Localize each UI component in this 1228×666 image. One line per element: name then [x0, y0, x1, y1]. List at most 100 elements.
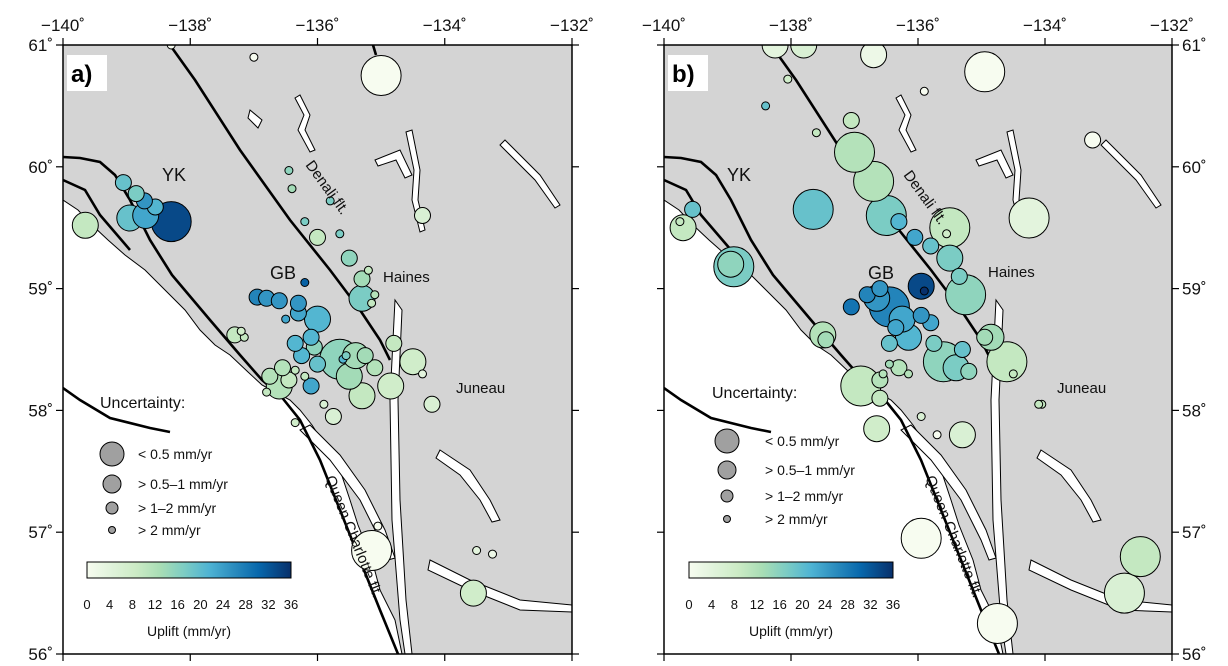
uplift-site: [302, 377, 320, 395]
uplift-site: [341, 351, 351, 361]
label-haines: Haines: [988, 264, 1035, 281]
uplift-site: [783, 74, 793, 84]
uplift-site: [399, 348, 427, 376]
colorbar-tick-label: 32: [863, 597, 877, 612]
faults: [63, 45, 400, 654]
colorbar-ticks: 0 4 8 12 16 20 24 28 32 36: [83, 597, 298, 612]
label-juneau: Juneau: [1057, 380, 1106, 397]
uplift-site: [878, 369, 888, 379]
colorbar-tick-label: 4: [708, 597, 715, 612]
uplift-site: [363, 265, 373, 275]
x-tick-label: −132˚: [1150, 16, 1194, 35]
uplift-site: [904, 369, 913, 379]
uplift-site: [166, 45, 176, 50]
uplift-site: [834, 131, 875, 173]
uplift-site: [414, 207, 431, 224]
colorbar-label: Uplift (mm/yr): [749, 623, 833, 639]
colorbar-tick-label: 24: [216, 597, 230, 612]
legend-item-1: > 0.5–1 mm/yr: [765, 462, 855, 478]
uplift-site: [863, 415, 891, 443]
legend-circle-tiny: [723, 515, 731, 523]
uplift-site: [127, 185, 145, 203]
uplift-site: [950, 267, 968, 285]
colorbar-tick-label: 4: [106, 597, 113, 612]
uplift-site: [270, 292, 288, 310]
uplift-site: [289, 294, 307, 312]
uplift-site: [932, 430, 942, 440]
uplift-site: [300, 371, 310, 381]
uplift-site: [319, 399, 329, 409]
legend-circle-large: [714, 428, 740, 454]
colorbar-b: 0 4 8 12 16 20 24 28 32 36 Uplift (mm/yr): [682, 555, 900, 647]
x-tick-label: −136˚: [896, 16, 940, 35]
axis-ticks-a: −140˚ −138˚ −136˚ −134˚ −132˚ 61˚ 60˚ 59˚ 58˚ 57˚…: [28, 16, 594, 664]
y-tick-label: 58˚: [1182, 401, 1207, 420]
colorbar-tick-label: 16: [170, 597, 184, 612]
uplift-site: [919, 286, 929, 296]
uplift-site: [842, 112, 860, 129]
panel-tag-bg: [668, 55, 708, 91]
uplift-site: [1008, 197, 1050, 239]
uplift-site: [459, 579, 487, 607]
colorbar-tick-label: 20: [795, 597, 809, 612]
label-haines: Haines: [383, 269, 430, 286]
colorbar-tick-label: 36: [886, 597, 900, 612]
colorbar-tick-label: 20: [193, 597, 207, 612]
legend-item-2: > 1–2 mm/yr: [138, 500, 217, 516]
uplift-site: [761, 101, 771, 111]
uplift-site: [976, 603, 1018, 644]
uplift-site: [262, 387, 272, 397]
uplift-site: [817, 331, 835, 349]
legend-circle-large: [99, 441, 125, 467]
uplift-site: [842, 298, 860, 316]
legend-circle-medium: [717, 460, 737, 480]
label-juneau: Juneau: [456, 380, 505, 397]
uplift-site: [675, 217, 685, 227]
uplift-site: [942, 229, 952, 239]
uplift-site: [304, 305, 331, 333]
uplift-site: [353, 270, 371, 288]
legend-item-0: < 0.5 mm/yr: [138, 446, 213, 462]
uplift-site: [300, 217, 310, 227]
uncertainty-title: Uncertainty:: [712, 385, 797, 402]
uplift-site: [1034, 399, 1044, 409]
y-tick-label: 56˚: [28, 645, 53, 664]
uplift-site: [919, 86, 929, 96]
label-gb: GB: [270, 263, 296, 283]
colorbar-tick-label: 36: [284, 597, 298, 612]
uplift-site: [761, 45, 789, 59]
x-tick-label: −134˚: [423, 16, 467, 35]
x-tick-label: −140˚: [642, 16, 686, 35]
y-tick-label: 57˚: [28, 523, 53, 542]
y-tick-label: 61˚: [1182, 36, 1207, 55]
uplift-site: [976, 328, 994, 346]
uplift-site: [948, 421, 976, 449]
uplift-site: [290, 365, 300, 375]
uplift-site: [385, 334, 403, 352]
uplift-site: [281, 314, 291, 324]
legend-circle-tiny: [108, 526, 116, 534]
uncertainty-title: Uncertainty:: [100, 395, 185, 412]
uplift-site: [488, 549, 497, 559]
legend-circle-small: [105, 501, 119, 515]
axis-ticks-b: −140˚ −138˚ −136˚ −134˚ −132˚61˚ 60˚ 59˚ 58˚ 57˚…: [642, 16, 1207, 664]
uplift-site: [423, 395, 441, 413]
y-tick-label: 56˚: [1182, 645, 1207, 664]
uplift-site: [871, 389, 889, 407]
uplift-site: [1119, 536, 1161, 578]
uncertainty-legend: Uncertainty: < 0.5 mm/yr > 0.5–1 mm/yr >…: [712, 385, 855, 527]
uplift-site: [871, 280, 889, 298]
uplift-site: [335, 229, 345, 239]
y-tick-label: 58˚: [28, 401, 53, 420]
colorbar-a: 0 4 8 12 16 20 24 28 32 36 Uplift (mm/yr): [80, 555, 298, 647]
uplift-site: [907, 272, 935, 300]
map-panel-a: −140˚ −138˚ −136˚ −134˚ −132˚ 61˚ 60˚ 59˚ 58˚ 57˚…: [28, 16, 594, 664]
uplift-site: [236, 326, 246, 336]
uplift-site: [367, 298, 377, 308]
uplift-site: [114, 174, 132, 192]
uplift-site: [309, 228, 326, 246]
y-tick-label: 57˚: [1182, 523, 1207, 542]
uplift-site: [960, 362, 978, 380]
label-yk: YK: [162, 165, 186, 185]
